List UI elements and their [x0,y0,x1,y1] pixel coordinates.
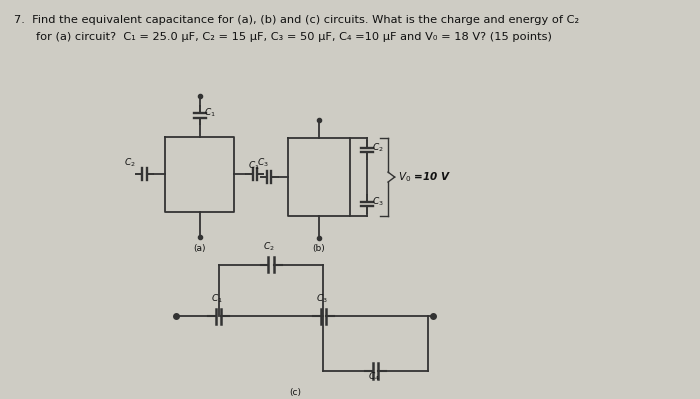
Text: $C_1$: $C_1$ [211,292,223,305]
Text: (c): (c) [289,388,301,397]
Text: $V_0$ =10 V: $V_0$ =10 V [398,170,451,184]
Text: $C_2$: $C_2$ [372,142,384,154]
Text: 7.  Find the equivalent capacitance for (a), (b) and (c) circuits. What is the c: 7. Find the equivalent capacitance for (… [14,15,580,25]
Text: (a): (a) [193,244,206,253]
Text: $C_1$: $C_1$ [248,160,260,172]
Text: $C_3$: $C_3$ [372,196,384,208]
Text: (b): (b) [312,244,325,253]
Text: $C_1$: $C_1$ [204,106,216,119]
Text: $C_2$: $C_2$ [124,157,135,169]
Text: $C_3$: $C_3$ [257,157,269,169]
Text: $C_4$: $C_4$ [368,370,379,383]
Text: $C_3$: $C_3$ [316,292,328,305]
Text: $C_2$: $C_2$ [263,241,275,253]
Text: for (a) circuit?  C₁ = 25.0 μF, C₂ = 15 μF, C₃ = 50 μF, C₄ =10 μF and V₀ = 18 V?: for (a) circuit? C₁ = 25.0 μF, C₂ = 15 μ… [36,32,552,42]
